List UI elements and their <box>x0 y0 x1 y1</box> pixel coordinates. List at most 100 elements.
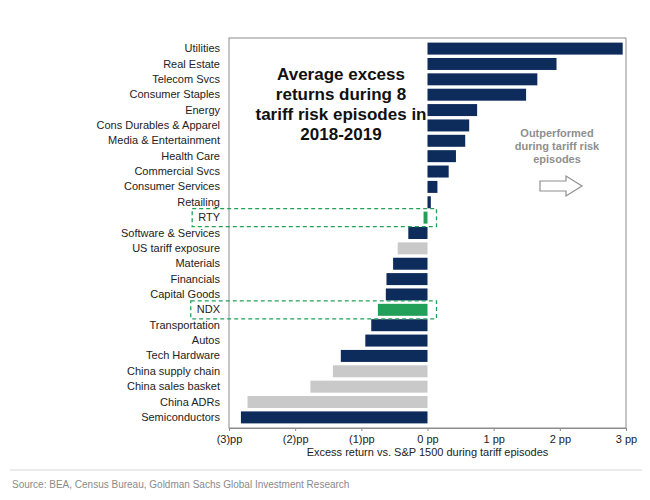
title-line: returns during 8 <box>276 85 406 104</box>
annotation-line: during tariff risk <box>515 140 600 152</box>
tick: China ADRs <box>160 396 229 408</box>
bar <box>428 135 466 147</box>
category-label: Consumer Services <box>124 180 220 192</box>
category-label: Financials <box>170 273 220 285</box>
tick: Health Care <box>161 150 229 162</box>
category-label: NDX <box>197 303 221 315</box>
value-axis: (3)pp (2)pp (1)pp 0 pp 1 pp 2 pp 3 pp <box>217 428 638 445</box>
axis-title: Excess return vs. S&P 1500 during tariff… <box>307 446 549 458</box>
tick-mark <box>361 428 362 431</box>
tick-mark <box>428 428 429 431</box>
category-label: Real Estate <box>163 57 220 69</box>
bar <box>408 227 427 239</box>
bar <box>341 350 428 362</box>
highlight-box <box>192 209 436 227</box>
tick: (1)pp <box>349 428 375 445</box>
tick: 3 pp <box>616 428 637 445</box>
bar <box>428 73 538 85</box>
annotation-arrow <box>540 176 582 196</box>
tick-label: (3)pp <box>217 433 243 445</box>
highlight-box <box>191 301 437 319</box>
tick: Financials <box>170 273 229 285</box>
tick: China supply chain <box>127 365 229 377</box>
category-label: Utilities <box>185 42 221 54</box>
bar <box>428 150 456 162</box>
tick-label: 0 pp <box>417 433 438 445</box>
bar <box>310 381 427 393</box>
bar <box>428 104 478 116</box>
bar <box>428 166 449 178</box>
tick: Transportation <box>149 319 229 331</box>
tick-mark <box>295 428 296 431</box>
bar <box>428 119 470 131</box>
category-label: Energy <box>185 104 220 116</box>
tick-label: 1 pp <box>483 433 504 445</box>
annotation: Outperformedduring tariff riskepisodes <box>515 127 600 165</box>
bar <box>428 58 557 70</box>
bar <box>386 273 427 285</box>
tick: 1 pp <box>483 428 504 445</box>
tick-mark <box>626 428 627 431</box>
bar <box>365 335 427 347</box>
category-axis: Utilities Real Estate Telecom Svcs Consumer… <box>96 42 229 423</box>
tick: Media & Entertainment <box>108 134 229 146</box>
category-label: Materials <box>175 257 220 269</box>
tick: Tech Hardware <box>146 349 229 361</box>
bar <box>428 43 623 55</box>
bar <box>428 181 438 193</box>
tick: US tariff exposure <box>132 242 229 254</box>
category-label: Tech Hardware <box>146 349 220 361</box>
category-label: Software & Services <box>121 227 221 239</box>
bar <box>424 212 428 224</box>
title-line: 2018-2019 <box>300 125 381 144</box>
category-label: China sales basket <box>127 380 220 392</box>
tick-label: 3 pp <box>616 433 637 445</box>
tick: Telecom Svcs <box>152 73 229 85</box>
category-label: US tariff exposure <box>132 242 220 254</box>
tick: Materials <box>175 257 229 269</box>
tick-mark <box>229 428 230 431</box>
chart: (3)pp (2)pp (1)pp 0 pp 1 pp 2 pp 3 pp Utilities… <box>0 0 650 500</box>
category-label: Transportation <box>149 319 220 331</box>
category-label: Autos <box>192 334 221 346</box>
category-label: Commercial Svcs <box>134 165 220 177</box>
tick-mark <box>560 428 561 431</box>
title-line: tariff risk episodes in <box>256 105 427 124</box>
tick-label: (2)pp <box>283 433 309 445</box>
annotation-line: Outperformed <box>520 127 593 139</box>
annotation-line: episodes <box>533 153 581 165</box>
title-line: Average excess <box>277 65 405 84</box>
tick: China sales basket <box>127 380 229 392</box>
bar <box>398 242 428 254</box>
bars <box>241 43 623 424</box>
tick: Retailing <box>177 196 229 208</box>
tick: Commercial Svcs <box>134 165 229 177</box>
tick-mark <box>494 428 495 431</box>
tick: Utilities <box>185 42 229 54</box>
plot-frame <box>229 38 626 428</box>
tick: Capital Goods <box>150 288 229 300</box>
bar <box>386 288 428 300</box>
category-label: RTY <box>198 211 220 223</box>
tick: 2 pp <box>550 428 571 445</box>
bar <box>428 89 527 101</box>
bar <box>333 365 428 377</box>
category-label: Cons Durables & Apparel <box>96 119 220 131</box>
tick: (2)pp <box>283 428 309 445</box>
category-label: Semiconductors <box>141 411 220 423</box>
tick: Consumer Services <box>124 180 229 192</box>
category-label: China supply chain <box>127 365 220 377</box>
tick: Autos <box>192 334 229 346</box>
bar <box>241 411 428 423</box>
tick: (3)pp <box>217 428 243 445</box>
tick-label: 2 pp <box>550 433 571 445</box>
category-label: Retailing <box>177 196 220 208</box>
bar <box>371 319 427 331</box>
category-label: Media & Entertainment <box>108 134 220 146</box>
source: Source: BEA, Census Bureau, Goldman Sach… <box>12 479 349 490</box>
tick-label: (1)pp <box>349 433 375 445</box>
bar <box>393 258 427 270</box>
tick: RTY <box>198 211 229 223</box>
category-label: China ADRs <box>160 396 220 408</box>
bar <box>378 304 428 316</box>
